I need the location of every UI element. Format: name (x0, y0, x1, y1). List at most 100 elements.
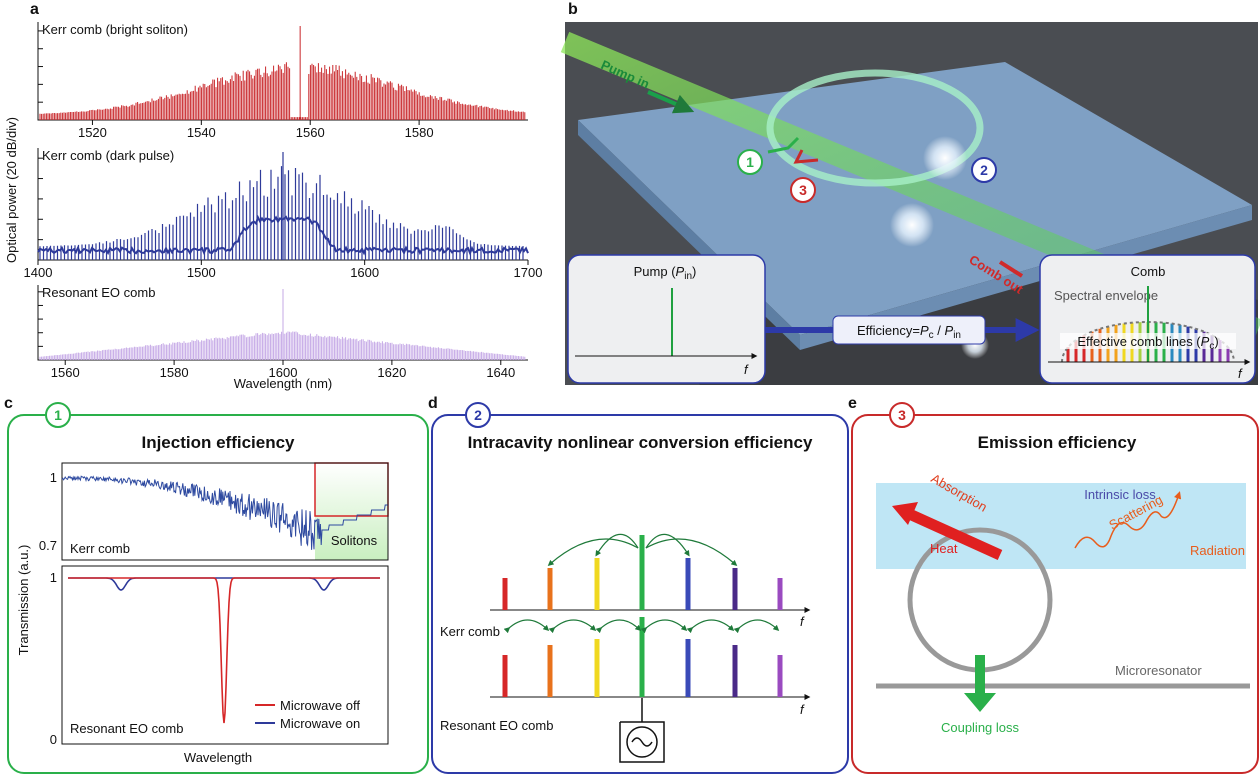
legend: Microwave off Microwave on (255, 698, 360, 731)
comb-line (685, 639, 691, 697)
badge (737, 149, 763, 175)
x-tick-label: 1600 (350, 265, 379, 280)
radiation-label: Radiation (1190, 543, 1245, 558)
arrow (647, 90, 695, 114)
arrow (793, 149, 819, 164)
tick-label: 0.7 (39, 538, 57, 553)
x-tick-label: 1620 (377, 365, 406, 380)
coupling-label: Coupling loss (941, 720, 1020, 735)
intrinsic-label: Intrinsic loss (1084, 487, 1156, 502)
panel-b: b Pump in 1 3 2 Comb out Pump (Pin) f Ef… (560, 1, 1260, 385)
panel-letter: b (568, 1, 578, 18)
x-tick-label: 1700 (514, 265, 543, 280)
comb-line (594, 639, 600, 697)
panel-title: Emission efficiency (978, 433, 1137, 452)
y-axis-label: Transmission (a.u.) (16, 545, 31, 656)
heat-arrow (902, 506, 1003, 561)
envelope-label: Spectral envelope (1054, 288, 1158, 303)
x-tick-label: 1560 (296, 125, 325, 140)
badge (45, 402, 71, 428)
tick-label: 0 (50, 732, 57, 747)
axis-label: f (1238, 366, 1243, 381)
ring (766, 69, 984, 187)
comb-line (639, 535, 645, 610)
plot-title: Resonant EO comb (42, 285, 155, 300)
coupling-arrow (548, 619, 597, 634)
spectrum (39, 152, 524, 260)
axis-label: f (744, 362, 749, 377)
x-tick-label: 1600 (269, 365, 298, 380)
panel-d: d 2 Intracavity nonlinear conversion eff… (428, 395, 849, 774)
coupling-arrow (547, 538, 639, 566)
y-axis-label: Optical power (20 dB/div) (4, 117, 19, 263)
panel-title: Intracavity nonlinear conversion efficie… (468, 433, 813, 452)
badge (790, 177, 816, 203)
inset-box (567, 254, 766, 384)
efficiency-label: Efficiency=Pc / Pin (857, 323, 961, 341)
x-tick-label: 1400 (24, 265, 53, 280)
wire (619, 698, 665, 763)
glow (923, 136, 967, 180)
panel-letter: c (4, 395, 13, 412)
transmission-curve (68, 577, 380, 724)
plot-frame (61, 462, 389, 561)
comb-line (732, 645, 738, 697)
spectrum (39, 26, 526, 120)
x-axis-label: Wavelength (184, 750, 252, 765)
coupling-arrow (733, 619, 780, 634)
panel-box (851, 414, 1259, 774)
trace-label: Kerr comb (70, 541, 130, 556)
legend-label: Microwave off (280, 698, 360, 713)
badge-text: 3 (799, 182, 807, 198)
x-tick-label: 1560 (51, 365, 80, 380)
comb-diagram (490, 533, 811, 700)
oscillator-symbol (631, 737, 653, 747)
comb-line (732, 568, 738, 610)
axis-label: f (800, 614, 805, 629)
x-tick-label: 1640 (486, 365, 515, 380)
tick-label: 1 (50, 570, 57, 585)
panel-e: e 3 Emission efficiency Intrinsic loss A… (848, 395, 1259, 774)
axis-label: f (800, 702, 805, 717)
badge (889, 402, 915, 428)
plot-title: Kerr comb (bright soliton) (42, 22, 188, 37)
x-tick-label: 1500 (187, 265, 216, 280)
comb-line (547, 568, 553, 610)
x-tick-label: 1580 (405, 125, 434, 140)
coupling-arrow (640, 619, 688, 634)
transmission-curve (68, 577, 380, 591)
comb-line (547, 645, 553, 697)
comb-line (639, 617, 645, 697)
badge-text: 1 (54, 407, 62, 423)
slab-side (800, 205, 1252, 350)
coupling-arrow (595, 533, 639, 557)
badge (465, 402, 491, 428)
badge-text: 2 (474, 407, 482, 423)
arrow-head (892, 502, 918, 525)
comb-line (777, 655, 783, 697)
label-bg (1060, 333, 1236, 349)
panel-title: Injection efficiency (141, 433, 295, 452)
trace-label: Resonant EO comb (440, 718, 553, 733)
microresonator-label: Microresonator (1115, 663, 1202, 678)
comb-line (502, 578, 508, 610)
coupling-arrow (975, 655, 985, 695)
x-tick-label: 1540 (187, 125, 216, 140)
arrow (998, 260, 1024, 278)
panel-letter: a (30, 1, 39, 18)
coupling-arrow (595, 619, 642, 634)
badge-text: 2 (980, 162, 988, 178)
pump-label: Pump (Pin) (634, 264, 697, 282)
panel-box (7, 414, 429, 774)
badge-text: 1 (746, 154, 754, 170)
coupling-arrow (686, 619, 735, 634)
tick-label: 1 (50, 470, 57, 485)
solitons-label: Solitons (331, 533, 378, 548)
comb-line (685, 558, 691, 610)
arrow-head (964, 693, 996, 712)
comb-line (594, 558, 600, 610)
glow (890, 203, 934, 247)
coupling-arrow (645, 538, 738, 566)
effective-label: Effective comb lines (Pc) (1077, 334, 1218, 352)
plot-frame (61, 565, 389, 745)
